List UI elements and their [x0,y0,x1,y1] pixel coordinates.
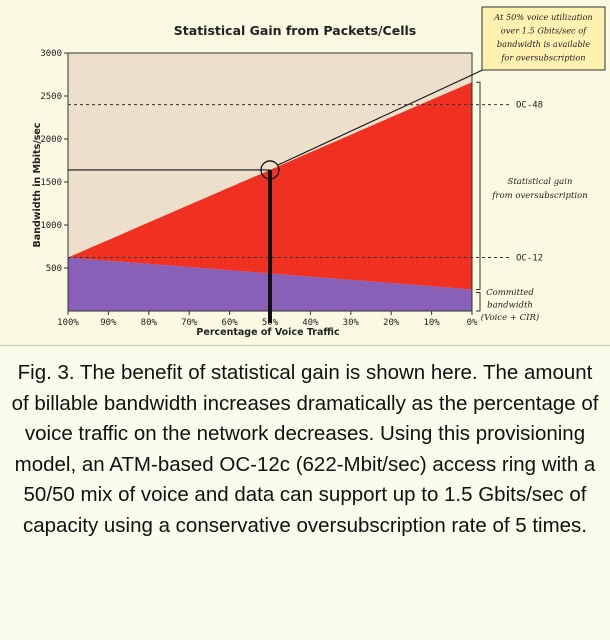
figure-caption: Fig. 3. The benefit of statistical gain … [0,345,610,640]
callout-box [481,6,606,71]
x-tick-label: 70% [181,318,198,328]
callout-text-line: for oversubscription [500,53,585,63]
x-tick-label: 100% [57,318,79,328]
callout-text-line: bandwidth is available [497,39,590,49]
x-tick-label: 0% [467,318,478,328]
y-tick-label: 1000 [40,221,62,231]
highlight-vertical-bar [268,169,272,323]
x-tick-label: 60% [221,318,238,328]
x-tick-label: 30% [343,318,360,328]
x-axis-label: Percentage of Voice Traffic [196,327,339,338]
x-tick-label: 40% [302,318,319,328]
side-note-gain-line: from oversubscription [491,191,587,201]
y-tick-label: 1500 [40,178,62,188]
side-note-committed-line: (Voice + CIR) [481,312,539,323]
reference-label-oc-48: OC-48 [516,101,543,111]
y-tick-label: 2000 [40,135,62,145]
y-tick-label: 500 [46,264,62,274]
chart-title: Statistical Gain from Packets/Cells [174,23,416,38]
x-tick-label: 10% [423,318,440,328]
chart-figure: Statistical Gain from Packets/Cells 500 1… [32,6,606,338]
callout-text-line: At 50% voice utilization [493,12,592,22]
callout-text-line: over 1.5 Gbits/sec of [501,26,588,36]
x-tick-label: 20% [383,318,400,328]
x-tick-label: 80% [141,318,158,328]
x-tick-label: 90% [100,318,117,328]
highlight-circle [260,160,280,180]
y-tick-label: 2500 [40,92,62,102]
side-note-gain-line: Statistical gain [508,177,573,187]
chart-svg: Statistical Gain from Packets/Cells 500 1… [32,6,606,338]
callout-leader-line [277,54,516,166]
side-note-committed-line: Committed [486,288,534,298]
y-axis-label: Bandwidth in Mbits/sec [32,123,43,248]
side-note-committed-line: bandwidth [487,301,533,311]
reference-label-oc-12: OC-12 [516,254,543,264]
y-tick-label: 3000 [40,49,62,59]
committed-bracket [476,292,481,312]
gain-bracket [476,81,481,290]
